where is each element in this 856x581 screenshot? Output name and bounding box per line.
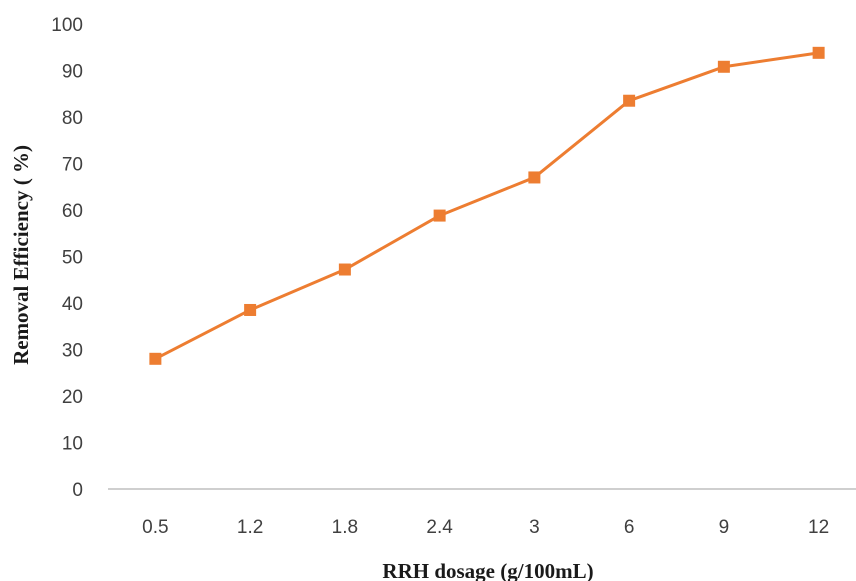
y-tick-label: 60 (62, 201, 83, 222)
y-tick-label: 10 (62, 434, 83, 455)
data-point-marker (812, 46, 825, 59)
data-point-marker (717, 60, 730, 73)
y-axis-title: Removal Efficiency ( %) (9, 145, 33, 365)
y-tick-label: 90 (62, 62, 83, 83)
data-point-marker (433, 209, 446, 222)
data-point-marker (623, 94, 636, 107)
data-point-marker (244, 303, 257, 316)
x-tick-label: 3 (529, 517, 540, 538)
data-point-marker (528, 171, 541, 184)
y-tick-label: 0 (72, 480, 83, 501)
data-point-marker (149, 352, 162, 365)
x-tick-label: 0.5 (142, 517, 168, 538)
y-tick-label: 100 (51, 15, 83, 36)
series-1 (149, 46, 825, 365)
x-tick-label: 9 (719, 517, 730, 538)
y-tick-label: 80 (62, 108, 83, 129)
x-tick-label: 6 (624, 517, 635, 538)
y-tick-label: 70 (62, 155, 83, 176)
y-tick-label: 30 (62, 341, 83, 362)
data-point-marker (338, 263, 351, 276)
series-line (154, 51, 819, 361)
y-tick-label: 40 (62, 294, 83, 315)
x-axis-title: RRH dosage (g/100mL) (382, 559, 593, 581)
y-axis: 0 10 20 30 40 50 60 70 80 90 100 (51, 15, 83, 501)
x-tick-label: 1.8 (332, 517, 358, 538)
y-tick-label: 50 (62, 248, 83, 269)
y-tick-label: 20 (62, 387, 83, 408)
x-axis: 0.5 1.2 1.8 2.4 3 6 9 12 (108, 488, 856, 538)
x-tick-label: 1.2 (237, 517, 263, 538)
x-tick-label: 2.4 (426, 517, 453, 538)
x-tick-label: 12 (808, 517, 829, 538)
